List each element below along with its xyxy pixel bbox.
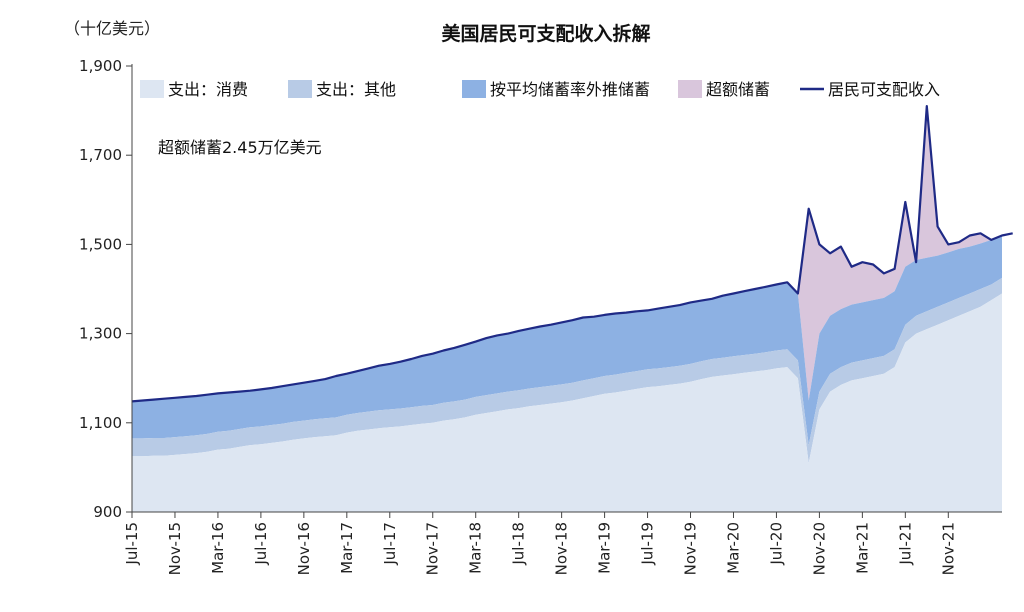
x-tick-label: Jul-19 [639,522,657,566]
x-tick-label: Mar-18 [467,522,485,574]
area-consumption [132,293,1002,512]
x-tick-label: Nov-20 [810,522,828,575]
area-extrapolated-savings [132,235,1002,446]
x-tick-label: Mar-19 [596,522,614,574]
excess-savings-annotation: 超额储蓄2.45万亿美元 [158,138,322,157]
y-tick-label: 1,300 [79,325,122,343]
y-tick-label: 900 [93,503,122,521]
unit-label: （十亿美元） [64,19,160,38]
y-tick-label: 1,500 [79,235,122,253]
x-tick-label: Jul-18 [510,522,528,566]
x-tick-label: Nov-21 [939,522,957,575]
y-tick-label: 1,700 [79,146,122,164]
x-tick-label: Jul-16 [252,522,270,566]
legend-label: 超额储蓄 [706,80,770,99]
legend-swatch [462,80,486,98]
area-other-spending [132,277,1002,463]
legend: 支出：消费 支出：其他 按平均储蓄率外推储蓄 超额储蓄 居民可支配收入 [140,80,940,99]
x-tick-label: Jul-20 [767,522,785,566]
income-line-layer [131,105,1013,403]
legend-label: 支出：其他 [316,80,396,99]
legend-label: 按平均储蓄率外推储蓄 [490,80,650,99]
area-excess-savings [132,106,1002,402]
legend-label: 居民可支配收入 [828,80,940,99]
legend-swatch [288,80,312,98]
x-tick-label: Nov-19 [682,522,700,575]
axes: 900 1,100 1,300 1,500 1,700 1,900 Jul-15 Nov-15… [79,57,1002,575]
chart-title: 美国居民可支配收入拆解 [441,22,650,45]
legend-swatch [140,80,164,98]
x-tick-label: Mar-20 [724,522,742,574]
x-tick-label: Jul-21 [896,522,914,566]
legend-swatch [678,80,702,98]
x-tick-label: Nov-16 [295,522,313,575]
x-tick-label: Mar-16 [209,522,227,574]
y-tick-label: 1,100 [79,414,122,432]
x-tick-label: Jul-15 [123,522,141,566]
x-tick-label: Jul-17 [381,522,399,566]
income-line [131,105,1013,403]
x-tick-label: Nov-15 [166,522,184,575]
x-tick-label: Nov-18 [553,522,571,575]
x-tick-label: Mar-17 [338,522,356,574]
y-tick-label: 1,900 [79,57,122,75]
x-tick-label: Nov-17 [424,522,442,575]
legend-label: 支出：消费 [168,80,248,99]
area-layers [132,106,1002,512]
x-tick-label: Mar-21 [853,522,871,574]
